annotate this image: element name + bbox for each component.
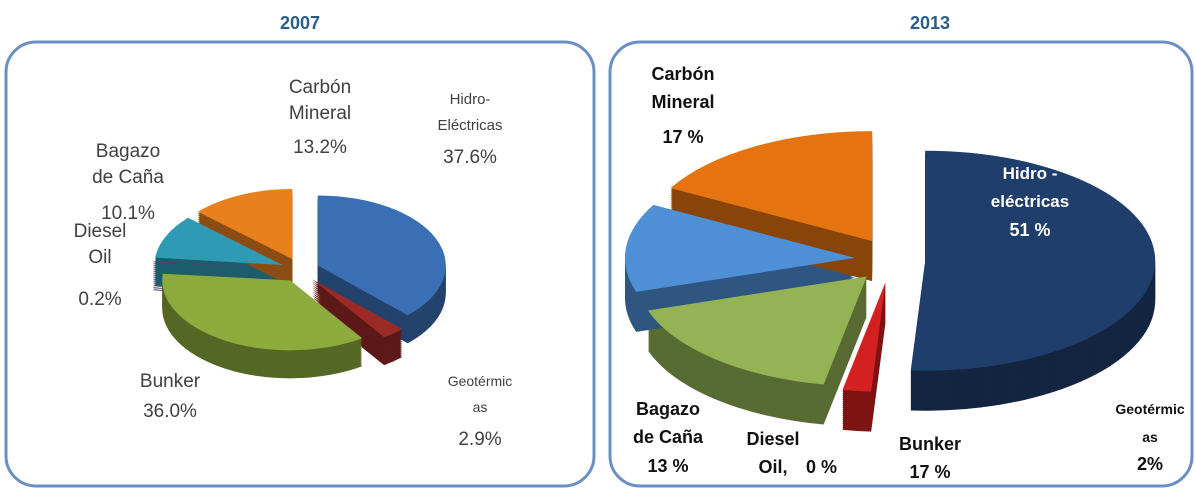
category-label: Carbón Mineral [289,77,351,124]
chart-title: 2013 [910,13,950,33]
category-label: Bagazo de Caña [633,399,704,447]
value-label: 13.2% [293,137,347,158]
slice [670,131,873,242]
category-label: Bunker [899,434,961,454]
value-label: 51 % [1009,220,1050,240]
slice [153,261,281,269]
value-label: 10.1% [101,203,155,224]
slice [317,195,446,316]
category-label: Bagazo de Caña [92,141,164,188]
value-label: 37.6% [443,147,497,168]
slice [162,273,363,351]
value-label: 2.9% [458,429,501,450]
category-label: Hidro -eléctricas [991,164,1069,211]
panel [4,40,596,488]
chart-title: 2007 [280,13,320,33]
value-label: 2% [1137,454,1163,474]
category-label: Carbón Mineral [651,64,714,112]
value-label: 0 % [806,457,837,477]
slice [624,204,855,292]
value-label: 17 % [662,127,703,147]
category-label: Diesel Oil [74,221,127,268]
category-label: Hidro-Eléctricas [437,91,502,134]
slice [197,189,293,260]
value-label: 36.0% [143,401,197,422]
slice [312,279,403,338]
slice [910,150,1156,371]
slice [647,276,867,385]
slice [842,281,886,392]
value-label: 0.2% [78,289,121,310]
category-label: Diesel Oil, [746,429,799,477]
value-label: 17 % [909,462,950,482]
category-label: Geotérmic as [1115,401,1184,445]
value-label: 13 % [647,456,688,476]
category-label: Geotérmic as [448,373,513,415]
slice [155,217,283,266]
category-label: Bunker [140,371,201,392]
